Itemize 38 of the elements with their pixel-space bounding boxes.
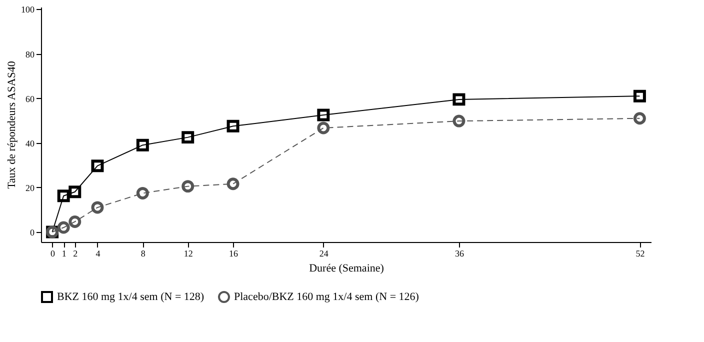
point [68,186,82,198]
point [452,114,466,128]
y-tick-label: 40 [26,138,35,148]
point [136,186,149,200]
point [226,178,240,190]
point [91,201,104,214]
point [57,221,70,234]
point [452,93,466,106]
point [182,131,194,144]
point [136,138,149,152]
point [317,108,330,122]
x-tick-label: 0 [50,248,56,258]
point [68,215,82,228]
point [317,122,330,134]
x-tick-label: 8 [140,248,146,258]
x-tick-label: 2 [73,248,78,258]
y-tick-label: 80 [26,49,35,60]
point [633,112,646,125]
point [182,180,194,193]
y-tick-label: 20 [26,182,35,193]
y-axis-title: Taux de répondeurs ASAS40 [6,60,18,189]
x-axis-title: Durée (Semaine) [309,262,384,274]
x-tick-label: 24 [319,248,329,258]
legend-label: BKZ 160 mg 1x/4 sem (N = 128) [57,291,204,303]
y-tick-label: 60 [26,94,35,104]
y-tick-label: 0 [30,227,35,238]
y-tick-label: 100 [21,4,35,15]
x-tick-label: 12 [184,248,193,258]
x-tick-label: 1 [62,248,66,258]
legend-label: Placebo/BKZ 160 mg 1x/4 sem (N = 126) [234,291,420,303]
point [91,160,104,172]
x-tick-label: 52 [636,248,645,258]
point [633,90,646,102]
x-tick-label: 4 [96,248,101,258]
x-tick-label: 16 [229,248,239,258]
point [57,190,70,202]
point [226,120,240,132]
x-tick-label: 36 [454,248,464,258]
